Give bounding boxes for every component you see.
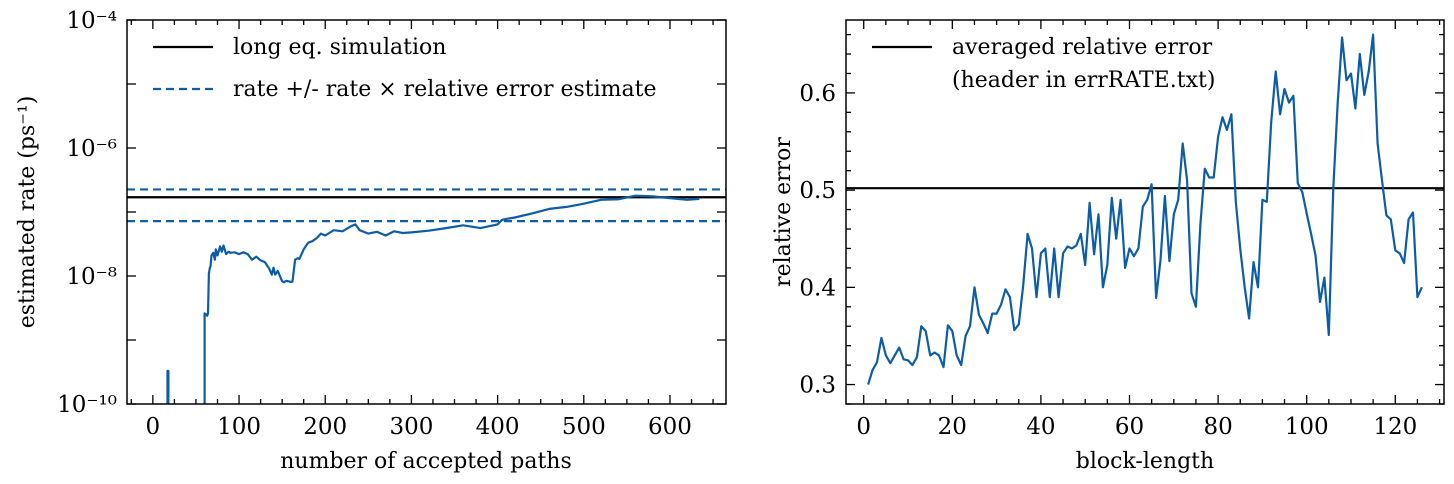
right-y-tick-label: 0.3	[799, 373, 836, 399]
right-x-tick-label: 100	[1285, 414, 1329, 440]
left-legend-label-1: rate +/- rate × relative error estimate	[233, 77, 657, 102]
left-x-axis-label: number of accepted paths	[280, 449, 572, 474]
left-series-line-0-1	[203, 194, 700, 404]
right-y-tick-label: 0.4	[799, 275, 836, 301]
right-chart: 0 20 40 60 80 100 120 0.3 0.4 0.5 0.6 averaged rel…	[771, 19, 1445, 474]
right-x-tick-label: 40	[1026, 414, 1055, 440]
left-x-tick-label: 100	[217, 414, 261, 440]
left-x-tick-label: 300	[389, 414, 433, 440]
right-y-axis-label: relative error	[771, 137, 796, 287]
right-y-tick-label: 0.5	[799, 178, 836, 204]
right-x-axis-label: block-length	[1076, 449, 1214, 474]
left-y-tick-label: 10⁻⁸	[66, 264, 117, 290]
left-legend-label-0: long eq. simulation	[233, 35, 446, 60]
right-x-tick-label: 20	[938, 414, 967, 440]
left-series-line-0-0	[166, 369, 170, 404]
left-x-tick-label: 0	[146, 414, 161, 440]
left-y-tick-label: 10⁻⁴	[66, 8, 117, 34]
left-y-axis-label-text: estimated rate (ps⁻¹)	[15, 96, 40, 329]
right-x-tick-label: 0	[856, 414, 871, 440]
right-y-tick-label: 0.6	[799, 81, 836, 107]
left-x-tick-label: 500	[562, 414, 606, 440]
right-plot-frame	[845, 19, 1445, 405]
right-legend-label-0: averaged relative error	[952, 35, 1213, 60]
left-legend: long eq. simulation rate +/- rate × relat…	[153, 35, 657, 102]
right-legend-label-0: (header in errRATE.txt)	[952, 68, 1215, 93]
right-x-tick-label: 60	[1115, 414, 1144, 440]
right-x-tick-label: 120	[1373, 414, 1417, 440]
left-y-tick-label: 10⁻⁶	[66, 136, 117, 162]
left-x-tick-label: 200	[303, 414, 347, 440]
right-legend: averaged relative error (header in errRAT…	[872, 35, 1215, 93]
right-x-tick-label: 80	[1203, 414, 1232, 440]
left-y-axis-label: estimated rate (ps⁻¹)	[15, 96, 40, 329]
right-series-line-0-0	[867, 33, 1423, 385]
left-x-tick-label: 400	[476, 414, 520, 440]
left-y-tick-label: 10⁻¹⁰	[57, 392, 117, 418]
left-x-tick-label: 600	[648, 414, 692, 440]
left-chart: 0 100 200 300 400 500 600 10⁻¹⁰ 10⁻⁸ 10⁻⁶ 10⁻⁴ lon…	[15, 8, 727, 474]
